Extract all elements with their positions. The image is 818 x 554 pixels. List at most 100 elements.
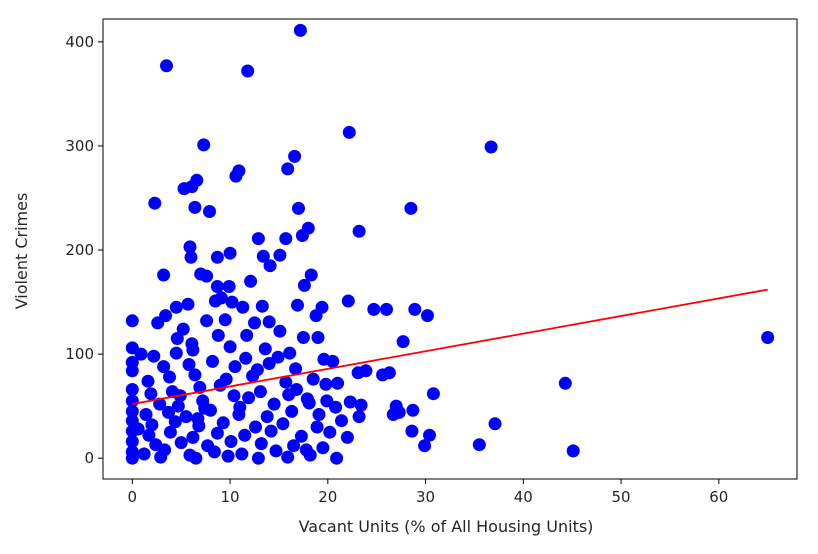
data-point-37 (297, 278, 311, 292)
data-point-178 (125, 451, 139, 465)
data-point-179 (154, 450, 168, 464)
data-point-25 (184, 250, 198, 264)
data-point-21 (251, 232, 265, 246)
data-point-119 (329, 400, 343, 414)
data-point-20 (352, 224, 366, 238)
data-point-36 (244, 274, 258, 288)
data-point-126 (179, 410, 193, 424)
data-point-164 (316, 441, 330, 455)
y-tick-label-300: 300 (65, 137, 94, 155)
data-point-61 (211, 328, 225, 342)
data-point-190 (250, 363, 264, 377)
data-point-140 (216, 416, 230, 430)
data-point-101 (558, 376, 572, 390)
data-point-14 (188, 200, 202, 214)
data-point-77 (283, 346, 297, 360)
data-point-76 (258, 342, 272, 356)
data-point-30 (304, 268, 318, 282)
x-tick-label-50: 50 (612, 488, 631, 506)
data-point-57 (218, 313, 232, 327)
data-point-44 (236, 300, 250, 314)
x-tick-label-20: 20 (318, 488, 337, 506)
data-point-40 (225, 295, 239, 309)
data-point-46 (291, 298, 304, 312)
data-point-90 (382, 366, 396, 380)
data-point-0 (293, 23, 307, 37)
data-point-50 (408, 302, 422, 316)
data-point-128 (232, 408, 246, 421)
data-point-106 (227, 389, 241, 403)
trendline-layer (132, 288, 768, 405)
data-point-125 (162, 405, 175, 419)
data-point-148 (163, 425, 177, 439)
y-tick-label-400: 400 (65, 33, 94, 51)
data-point-98 (306, 372, 320, 386)
data-point-169 (137, 447, 151, 461)
data-point-121 (354, 398, 368, 412)
data-point-113 (153, 397, 167, 411)
data-point-180 (189, 451, 203, 465)
data-point-34 (210, 280, 224, 293)
data-point-60 (309, 309, 323, 323)
data-point-130 (285, 404, 299, 418)
data-point-134 (392, 405, 406, 419)
data-point-58 (248, 316, 261, 330)
data-point-111 (426, 387, 440, 401)
data-point-59 (262, 315, 276, 329)
data-point-123 (125, 404, 139, 418)
data-point-94 (188, 368, 202, 382)
data-point-26 (210, 250, 224, 264)
data-point-22 (279, 232, 293, 246)
x-tick-label-40: 40 (514, 488, 533, 506)
data-point-71 (134, 347, 148, 361)
data-point-88 (359, 364, 373, 378)
data-point-51 (421, 309, 434, 323)
data-point-138 (168, 415, 182, 429)
data-point-150 (210, 426, 224, 440)
data-point-103 (144, 387, 158, 401)
data-point-194 (228, 360, 242, 374)
data-point-12 (185, 180, 199, 194)
data-point-81 (157, 360, 171, 374)
data-point-129 (260, 410, 274, 424)
data-point-97 (279, 375, 293, 389)
data-point-162 (254, 437, 268, 451)
plot-frame (102, 18, 798, 480)
data-point-17 (404, 201, 418, 215)
data-point-181 (221, 449, 235, 463)
data-point-3 (342, 125, 356, 139)
data-point-29 (263, 259, 277, 273)
data-point-99 (319, 377, 333, 391)
data-point-91 (125, 364, 139, 378)
data-point-35 (222, 280, 236, 293)
y-axis-ticks: 0 100 200 300 400 (65, 33, 103, 467)
data-point-183 (281, 450, 295, 464)
data-point-8 (229, 169, 243, 183)
data-point-74 (186, 343, 200, 357)
data-point-185 (131, 422, 145, 436)
data-point-124 (139, 408, 153, 421)
data-point-32 (157, 268, 171, 282)
data-point-67 (311, 331, 325, 344)
data-point-154 (323, 425, 337, 439)
data-point-75 (223, 340, 237, 354)
data-point-192 (290, 383, 303, 396)
data-point-177 (566, 444, 580, 458)
data-point-166 (418, 439, 432, 453)
data-point-72 (147, 349, 161, 363)
data-point-86 (289, 362, 303, 376)
data-point-27 (273, 248, 287, 262)
data-point-156 (423, 428, 436, 442)
data-point-187 (198, 401, 212, 415)
x-tick-label-10: 10 (221, 488, 240, 506)
data-point-100 (331, 376, 345, 390)
data-points (125, 23, 775, 465)
data-point-132 (352, 410, 366, 424)
x-tick-label-60: 60 (709, 488, 728, 506)
data-point-167 (472, 438, 486, 452)
data-point-83 (206, 354, 219, 368)
data-point-102 (125, 383, 139, 396)
data-point-193 (191, 412, 205, 426)
data-point-43 (208, 294, 222, 308)
